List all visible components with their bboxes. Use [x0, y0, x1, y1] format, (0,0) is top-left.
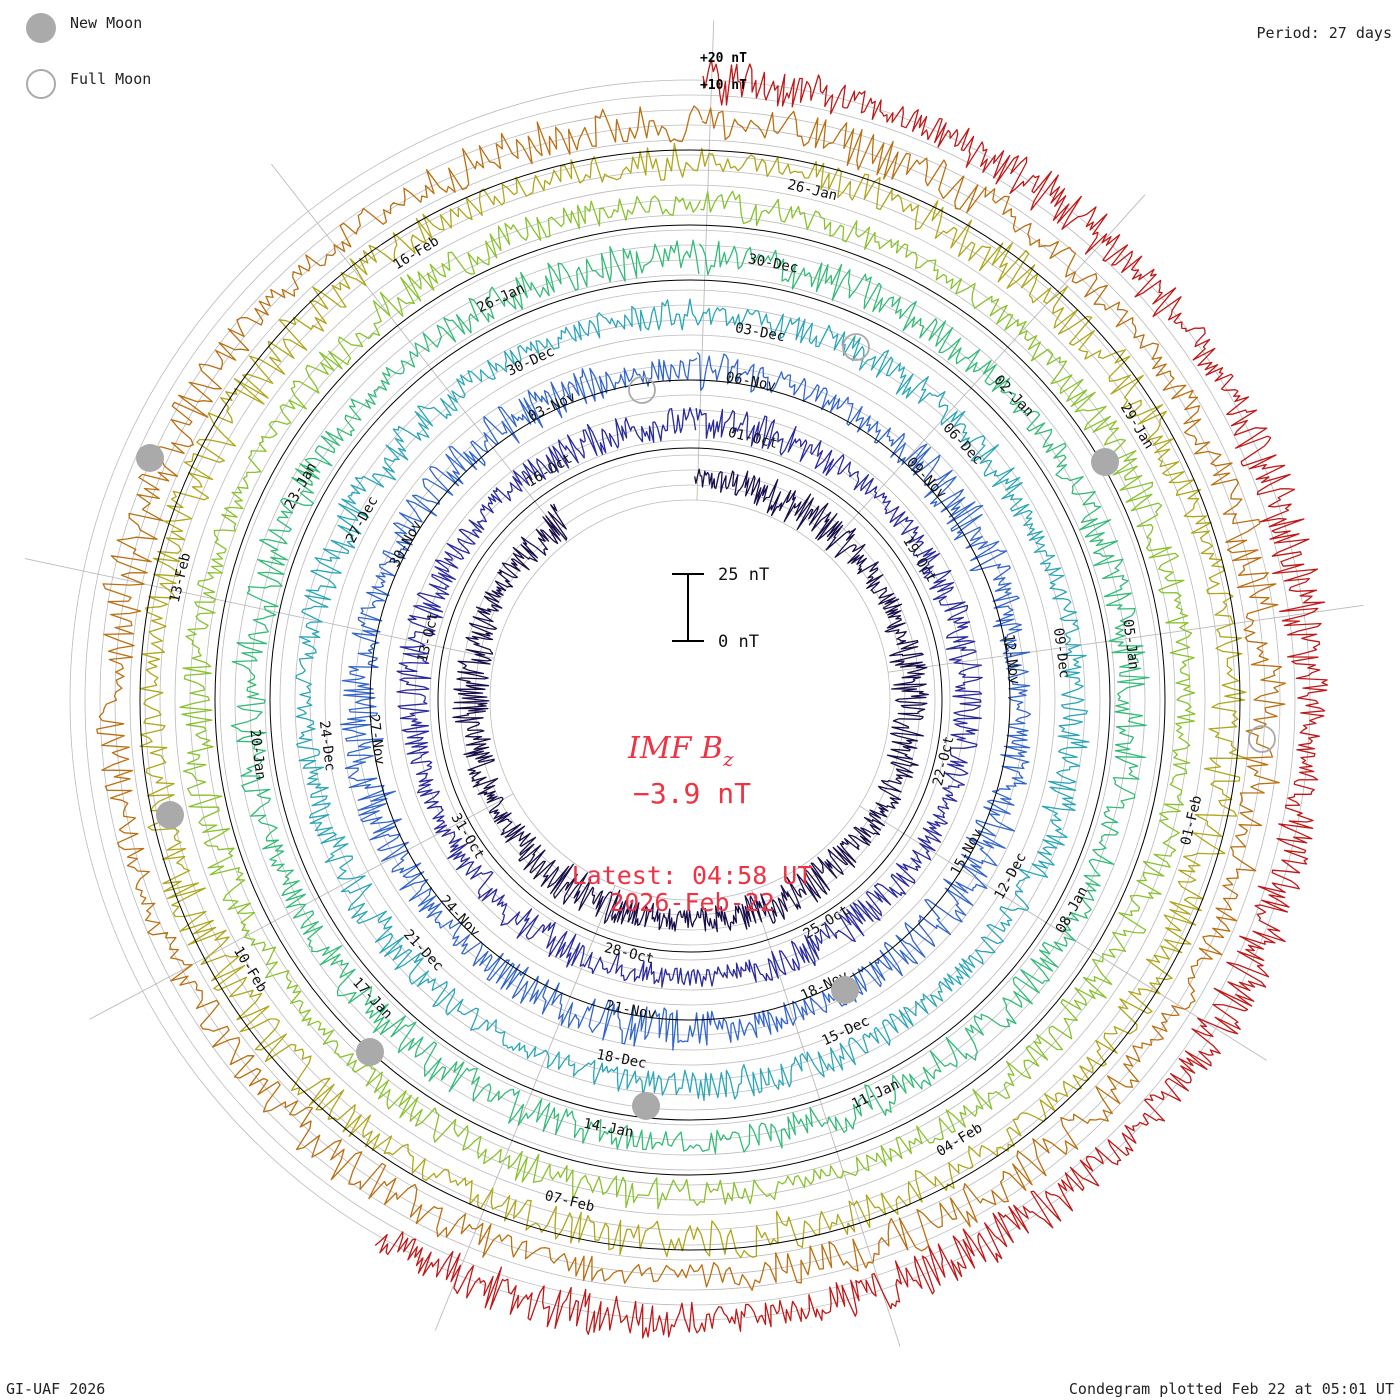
date-label: 30-Nov	[387, 518, 425, 570]
date-label: 06-Dec	[939, 420, 985, 468]
date-label: 05-Jan	[1119, 618, 1141, 670]
reference-circle	[269, 279, 1111, 1121]
chart-title: IMF Bz	[627, 731, 734, 771]
full-moon-marker	[1248, 725, 1276, 753]
new-moon-marker	[632, 1092, 660, 1120]
grid-circle	[429, 439, 951, 961]
radial-spoke	[434, 885, 616, 1331]
new-moon-marker	[136, 444, 164, 472]
footer-credit: GI-UAF 2026	[6, 1380, 105, 1398]
new-moon-marker	[1091, 448, 1119, 476]
grid-circle	[384, 394, 996, 1006]
grid-circle	[264, 274, 1116, 1126]
scale-bar-bottom-label: 0 nT	[718, 632, 759, 652]
date-label: 14-Jan	[582, 1116, 635, 1141]
moon-markers	[136, 333, 1276, 1120]
new-moon-legend-icon	[26, 13, 56, 43]
new-moon-marker	[831, 976, 859, 1004]
grid-circle	[354, 364, 1026, 1036]
grid-circle	[114, 124, 1266, 1276]
grid-circle	[219, 229, 1161, 1171]
date-label: 12-Dec	[992, 850, 1030, 902]
date-label: 12-Nov	[1000, 633, 1022, 685]
period-label: Period: 27 days	[1257, 24, 1392, 42]
new-moon-legend-label: New Moon	[70, 14, 142, 32]
chart-title-subscript: z	[722, 747, 734, 771]
latest-date: 2026-Feb-22	[609, 888, 775, 917]
date-label: 15-Nov	[948, 826, 986, 878]
series-trace-9	[374, 58, 1329, 1339]
date-labels: 01-Oct19-Oct22-Oct25-Oct28-Oct31-Oct13-O…	[167, 177, 1206, 1216]
series-trace-4	[295, 298, 1090, 1102]
reference-circle	[139, 149, 1241, 1251]
grid-circle	[234, 244, 1146, 1156]
grid-circle	[279, 289, 1101, 1111]
reference-circle	[437, 447, 943, 953]
scale-bar-top-label: 25 nT	[718, 565, 769, 585]
grid-circle	[204, 214, 1176, 1186]
full-moon-legend-icon	[26, 69, 56, 99]
radial-spoke	[887, 604, 1364, 673]
date-label: 20-Jan	[246, 729, 268, 781]
reference-circles	[139, 149, 1241, 1251]
chart-title-main: IMF B	[627, 731, 723, 766]
current-value: −3.9 nT	[633, 777, 751, 810]
grid-circle	[309, 319, 1071, 1081]
series-trace-1	[452, 468, 929, 933]
date-label: 08-Jan	[1053, 884, 1091, 936]
new-moon-marker	[156, 801, 184, 829]
grid-circle	[159, 169, 1221, 1231]
grid-circle	[324, 334, 1056, 1066]
footer-plotted: Condegram plotted Feb 22 at 05:01 UT	[1069, 1380, 1394, 1398]
grid-circle	[459, 469, 921, 931]
series-trace-3	[339, 351, 1032, 1051]
full-moon-marker	[842, 333, 870, 361]
series-trace-2	[396, 407, 983, 988]
date-label: 30-Dec	[747, 251, 800, 276]
grid-circle	[144, 154, 1236, 1246]
series-trace-5	[230, 239, 1150, 1154]
grid-circle	[174, 184, 1206, 1216]
reference-circle	[214, 224, 1166, 1176]
date-label: 24-Dec	[316, 720, 338, 772]
grid-circle	[129, 139, 1251, 1261]
series-traces	[96, 58, 1329, 1339]
series-trace-6	[179, 190, 1196, 1210]
full-moon-legend-label: Full Moon	[70, 70, 151, 88]
grid-circle	[339, 349, 1041, 1051]
radial-spoke	[751, 890, 901, 1347]
series-trace-8	[96, 105, 1287, 1291]
new-moon-marker	[356, 1038, 384, 1066]
latest-time: Latest: 04:58 UT	[572, 861, 813, 890]
date-label: 09-Nov	[903, 454, 949, 502]
reference-circle	[369, 379, 1011, 1021]
grid-circle	[84, 94, 1296, 1306]
grid-circle	[294, 304, 1086, 1096]
grid-circle	[414, 424, 966, 976]
date-label: 09-Dec	[1050, 627, 1072, 679]
grid-circle	[444, 454, 936, 946]
grid-circle	[489, 499, 891, 901]
date-label: 27-Nov	[365, 714, 387, 766]
radial-spoke	[270, 163, 568, 543]
grid-circle	[249, 259, 1131, 1141]
series-trace-7	[139, 142, 1248, 1259]
ring-scale-10-label: +10 nT	[700, 78, 747, 93]
full-moon-marker	[628, 376, 656, 404]
grid-circle	[99, 109, 1281, 1291]
ring-scale-20-label: +20 nT	[700, 51, 747, 66]
date-label: 15-Dec	[820, 1013, 873, 1049]
